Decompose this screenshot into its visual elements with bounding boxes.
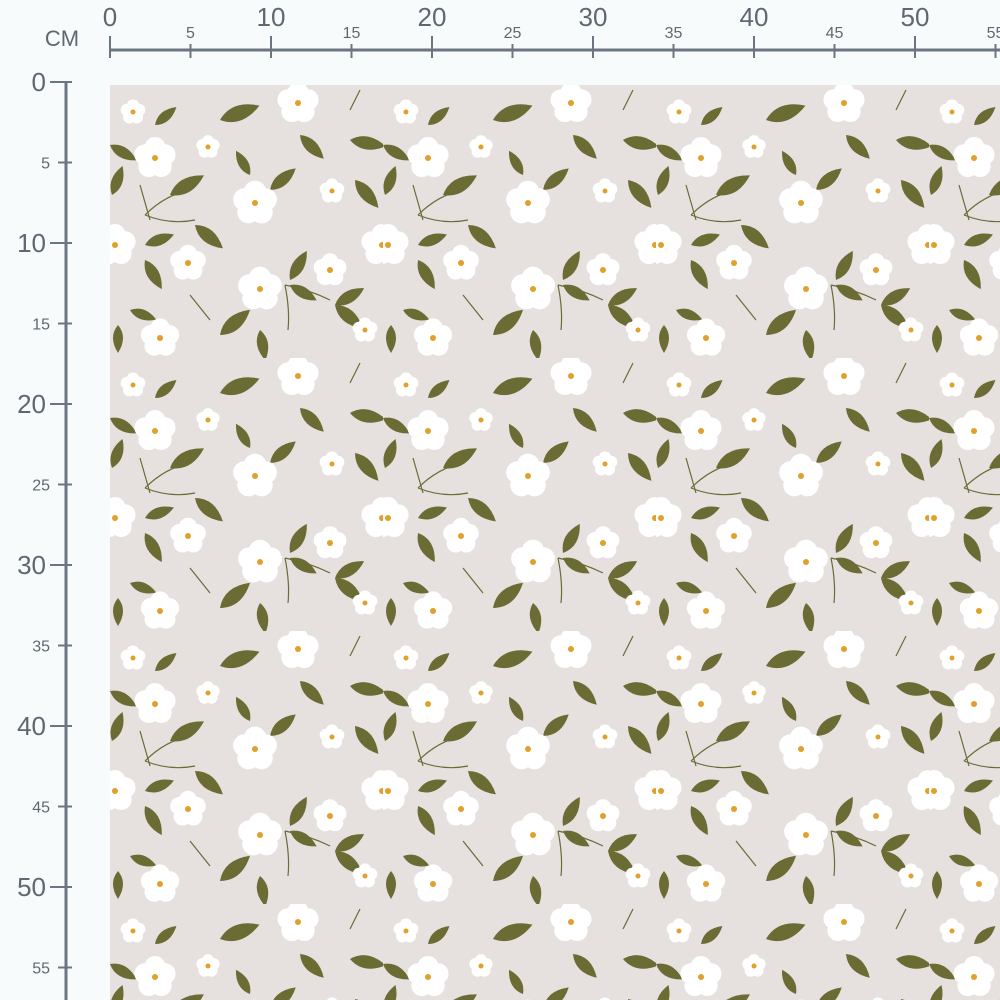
top-tick-label: 35 [665,25,683,42]
top-tick-label: 15 [343,25,361,42]
left-tick-label: 10 [17,228,46,258]
top-tick-label: 25 [504,25,522,42]
fabric-swatch [110,85,1000,1000]
left-tick-label: 0 [32,67,46,97]
left-tick-label: 30 [17,550,46,580]
top-tick-label: 30 [579,2,608,32]
left-tick-label: 25 [32,478,50,495]
left-tick-label: 50 [17,872,46,902]
top-tick-label: 45 [826,25,844,42]
left-tick-label: 55 [32,961,50,978]
left-tick-label: 20 [17,389,46,419]
left-tick-label: 35 [32,639,50,656]
left-ruler: 0 5 10 15 20 25 30 35 40 45 50 55 [17,67,72,1000]
top-tick-label: 20 [418,2,447,32]
top-tick-label: 0 [103,2,117,32]
left-tick-label: 45 [32,800,50,817]
top-ruler: 0 5 10 15 20 25 30 35 40 45 50 55 [103,2,1000,58]
top-tick-label: 5 [186,25,195,42]
top-tick-label: 50 [901,2,930,32]
top-tick-label: 10 [257,2,286,32]
left-tick-label: 40 [17,711,46,741]
unit-label: CM [45,26,79,51]
left-tick-label: 15 [32,317,50,334]
floral-pattern [110,85,1000,1000]
top-tick-label: 40 [740,2,769,32]
left-tick-label: 5 [41,156,50,173]
top-tick-label: 55 [987,25,1000,42]
